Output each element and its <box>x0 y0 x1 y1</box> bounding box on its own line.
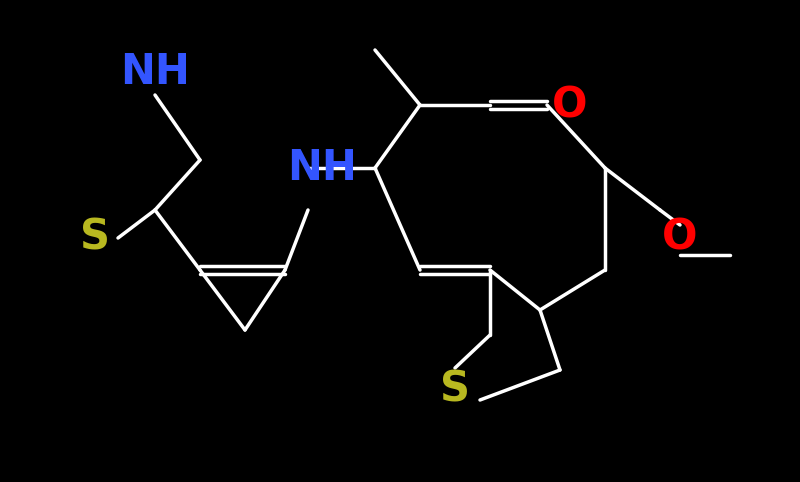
Text: S: S <box>80 217 110 259</box>
Text: S: S <box>440 369 470 411</box>
Text: NH: NH <box>287 147 357 189</box>
Text: NH: NH <box>120 51 190 93</box>
Text: O: O <box>662 217 698 259</box>
Text: O: O <box>552 84 588 126</box>
